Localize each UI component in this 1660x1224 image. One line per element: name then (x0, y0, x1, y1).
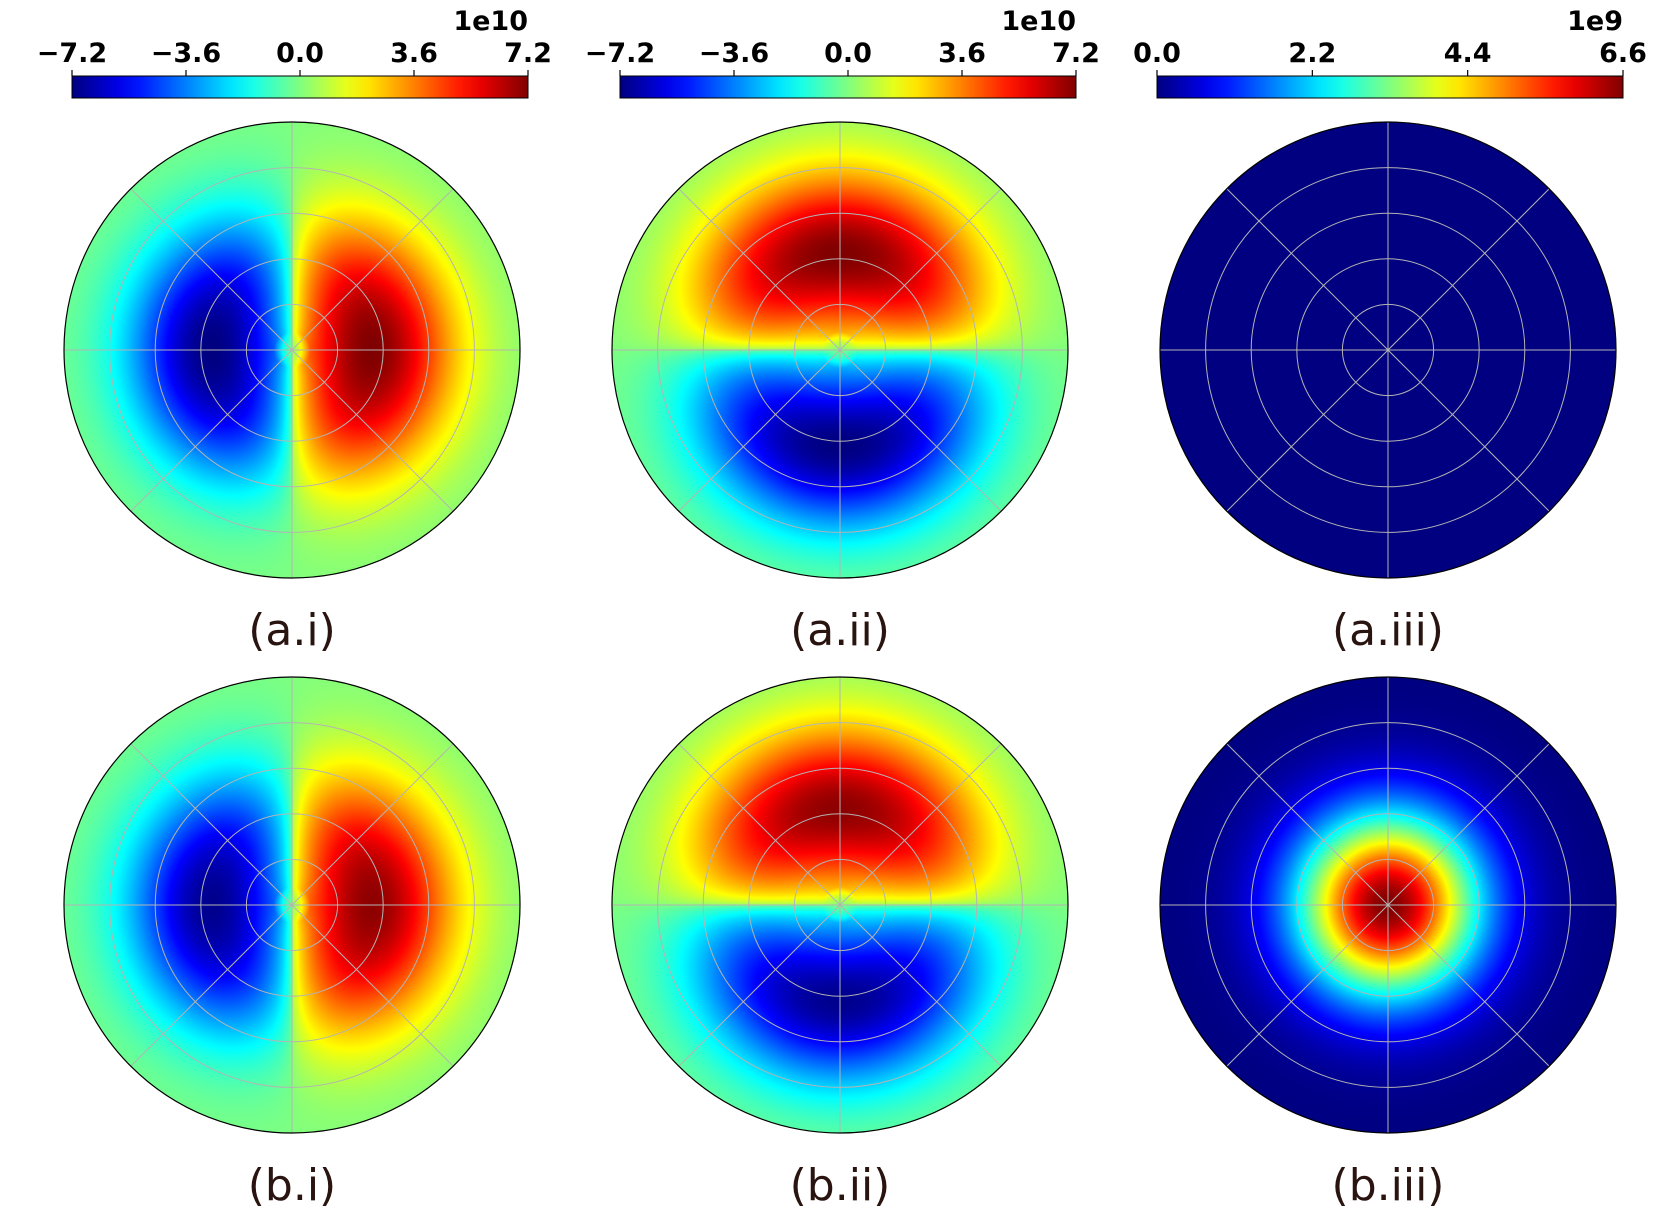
panel-b-ii: (b.ii) (611, 676, 1069, 1211)
colorbar-tick-label: −7.2 (585, 38, 655, 69)
grid-spoke (1387, 904, 1550, 1067)
panel-label: (a.i) (248, 605, 336, 656)
colorbar-tick-label: 7.2 (1052, 38, 1100, 69)
panel-a-iii: (a.iii) (1159, 121, 1617, 656)
grid-spoke (130, 188, 293, 351)
polar-outline (1159, 121, 1617, 579)
colorbar-tick-label: 0.0 (276, 38, 324, 69)
colorbar-tick-label: 6.6 (1599, 38, 1647, 69)
polar-grid (1160, 122, 1616, 578)
panel-label: (b.iii) (1332, 1160, 1445, 1211)
grid-spoke (1226, 188, 1389, 351)
grid-spoke (291, 904, 454, 1067)
polar-grid (64, 122, 520, 578)
panels: (a.i) (a.ii) (a.iii) (b.i) (b.ii) (b.iii) (63, 121, 1617, 1211)
polar-grid (1160, 677, 1616, 1133)
grid-spoke (839, 904, 1002, 1067)
colorbar-tick-label: 3.6 (390, 38, 438, 69)
polar-grid (612, 122, 1068, 578)
colorbar-exponent-label: 1e10 (453, 6, 528, 37)
polar-grid (612, 677, 1068, 1133)
grid-spoke (678, 188, 841, 351)
colorbar-tick-label: 7.2 (504, 38, 552, 69)
grid-spoke (678, 743, 841, 906)
colorbar-exponent-label: 1e9 (1567, 6, 1623, 37)
panel-label: (b.ii) (790, 1160, 891, 1211)
grid-spoke (130, 904, 293, 1067)
colorbar-tick-label: 4.4 (1444, 38, 1492, 69)
colorbar-tick-label: 0.0 (824, 38, 872, 69)
grid-spoke (130, 349, 293, 512)
grid-spoke (1387, 188, 1550, 351)
panel-a-ii: (a.ii) (611, 121, 1069, 656)
grid-spoke (678, 904, 841, 1067)
grid-spoke (1226, 743, 1389, 906)
polar-outline (63, 676, 521, 1134)
grid-spoke (839, 743, 1002, 906)
panel-b-iii: (b.iii) (1159, 676, 1617, 1211)
colorbar-tick-label: −3.6 (699, 38, 769, 69)
colorbar-exponent-label: 1e10 (1001, 6, 1076, 37)
polar-outline (1159, 676, 1617, 1134)
grid-spoke (1226, 904, 1389, 1067)
grid-spoke (678, 349, 841, 512)
panel-b-i: (b.i) (63, 676, 521, 1211)
colorbar-gradient (71, 75, 529, 99)
grid-spoke (130, 743, 293, 906)
panel-label: (a.iii) (1332, 605, 1444, 656)
polar-outline (63, 121, 521, 579)
polar-grid (64, 677, 520, 1133)
colorbar-tick-label: 3.6 (938, 38, 986, 69)
grid-spoke (1387, 349, 1550, 512)
colorbar-tick-label: −7.2 (37, 38, 107, 69)
grid-spoke (839, 188, 1002, 351)
grid-spoke (291, 188, 454, 351)
grid-spoke (1226, 349, 1389, 512)
colorbar-tick-label: −3.6 (151, 38, 221, 69)
panel-label: (b.i) (248, 1160, 336, 1211)
colorbar-tick-label: 0.0 (1133, 38, 1181, 69)
colorbar-gradient (619, 75, 1077, 99)
colorbar-tick-label: 2.2 (1288, 38, 1336, 69)
panel-a-i: (a.i) (63, 121, 521, 656)
polar-outline (611, 676, 1069, 1134)
grid-spoke (839, 349, 1002, 512)
grid-spoke (291, 743, 454, 906)
colorbar-gradient (1156, 75, 1624, 99)
polar-outline (611, 121, 1069, 579)
grid-spoke (1387, 743, 1550, 906)
grid-spoke (291, 349, 454, 512)
panel-label: (a.ii) (790, 605, 890, 656)
